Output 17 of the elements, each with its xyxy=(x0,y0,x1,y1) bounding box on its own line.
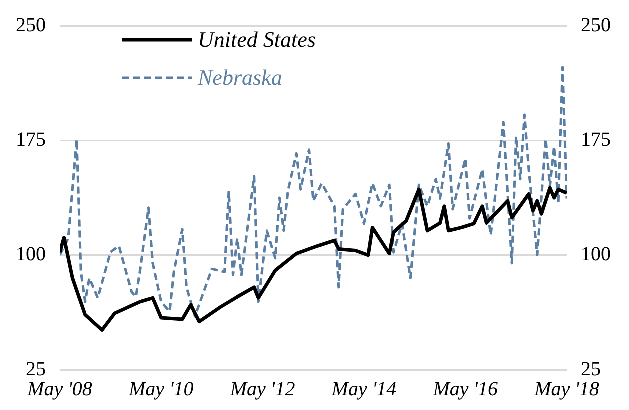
legend-label: Nebraska xyxy=(197,64,282,90)
x-tick-label: May '10 xyxy=(128,378,194,400)
y-tick-label: 175 xyxy=(16,128,46,151)
x-tick-label: May '18 xyxy=(534,378,600,400)
y2-tick-label: 100 xyxy=(581,244,611,266)
y-tick-label: 100 xyxy=(16,244,46,266)
x-tick-label: May '12 xyxy=(229,378,296,400)
line-series xyxy=(60,66,567,318)
y2-tick-label: 250 xyxy=(581,14,611,36)
x-tick-label: May '08 xyxy=(26,378,92,400)
y2-tick-label: 175 xyxy=(581,128,611,151)
legend-label: United States xyxy=(198,26,316,52)
y-tick-label: 250 xyxy=(16,14,46,36)
x-tick-label: May '14 xyxy=(330,378,397,400)
y2-tick-label: 25 xyxy=(581,358,601,380)
x-tick-label: May '16 xyxy=(432,378,498,400)
y-tick-label: 25 xyxy=(26,358,46,380)
